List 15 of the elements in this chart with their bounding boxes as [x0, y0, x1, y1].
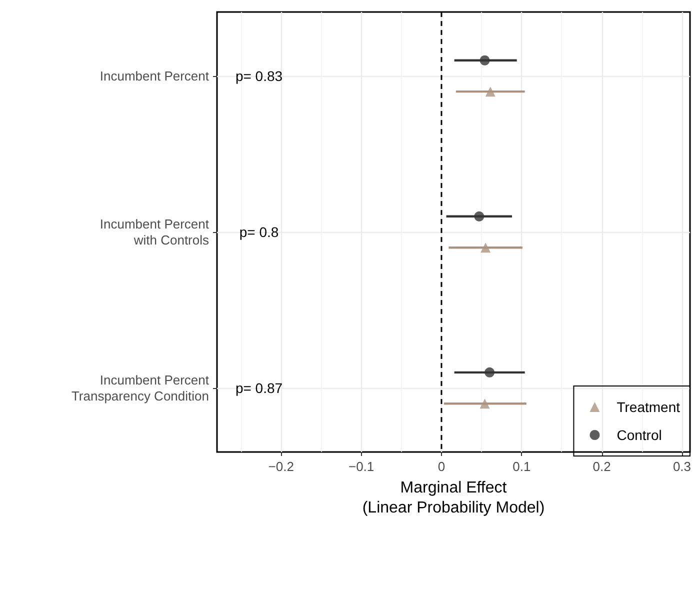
x-tick-label: −0.2	[268, 459, 294, 474]
x-tick-label: 0.1	[512, 459, 531, 474]
y-tick-label: Incumbent Percent	[100, 68, 210, 84]
x-axis-title: Marginal Effect (Linear Probability Model)	[362, 480, 545, 516]
annotation: p= 0.83	[235, 68, 283, 84]
legend-label: Control	[616, 427, 662, 443]
x-tick-label: −0.1	[348, 459, 374, 474]
x-tick-label: 0.3	[672, 459, 692, 474]
x-tick-label: 0.2	[592, 459, 611, 474]
annotation: p= 0.8	[239, 224, 279, 240]
x-tick-label: 0	[438, 459, 446, 474]
annotation: p= 0.87	[235, 380, 283, 396]
legend-label: Treatment	[616, 399, 680, 415]
y-tick-label: Incumbent Percent Transparency Condition	[71, 372, 210, 404]
y-tick-label: Incumbent Percent with Controls	[100, 216, 210, 248]
